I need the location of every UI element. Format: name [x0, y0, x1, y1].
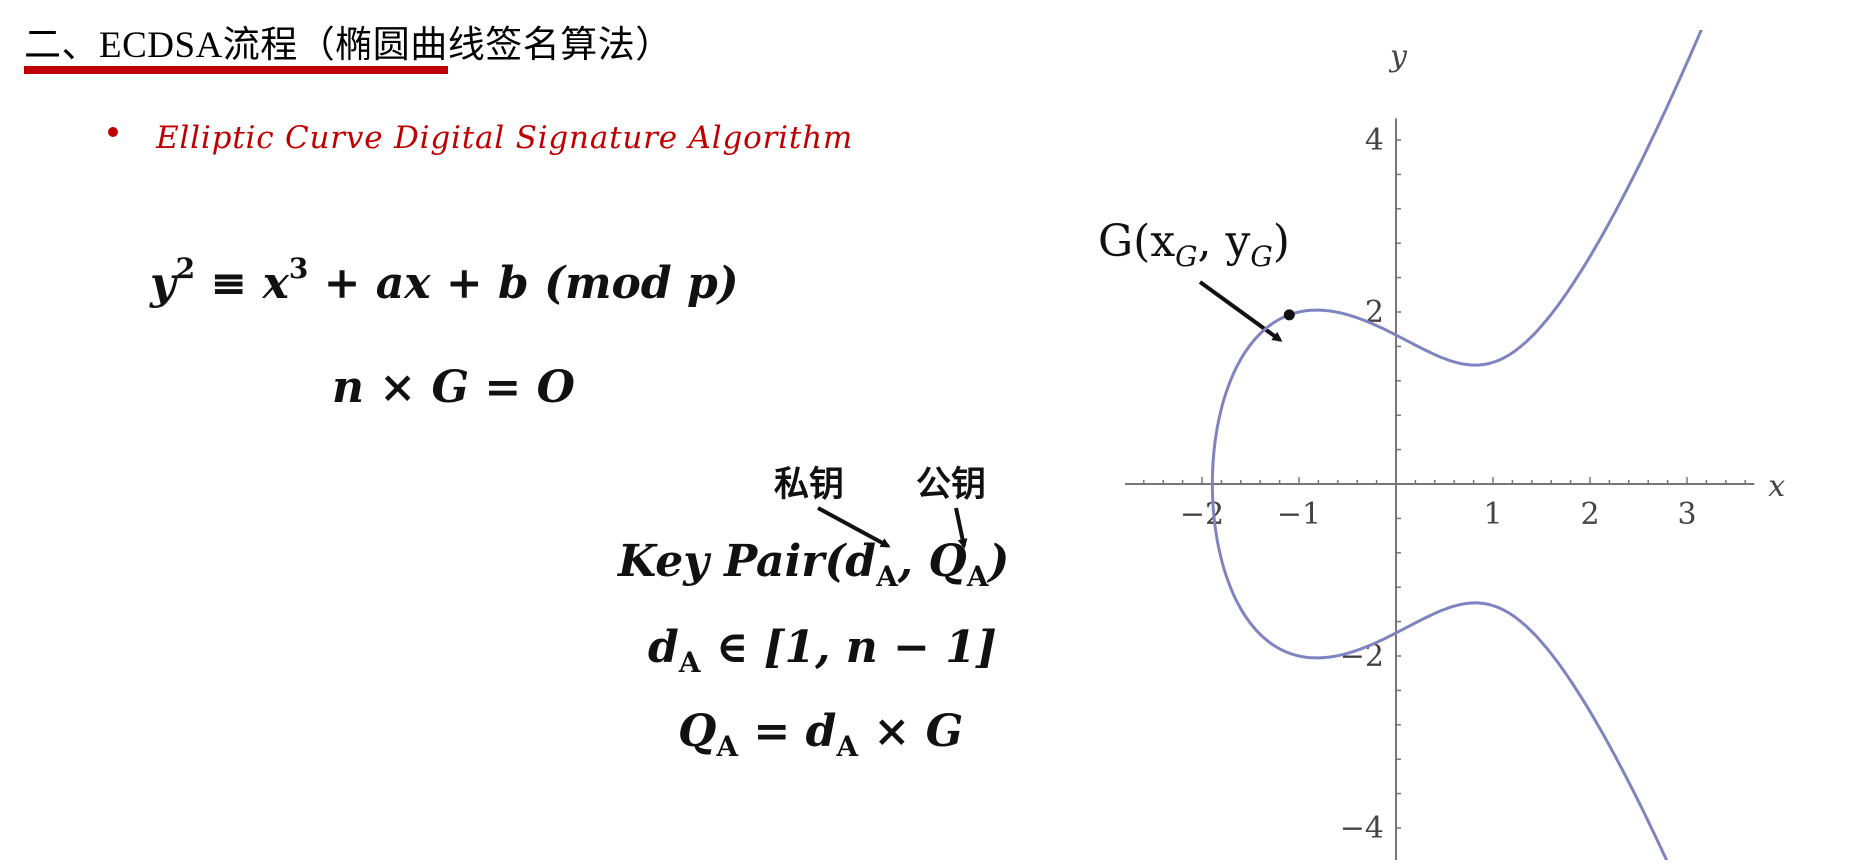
y-tick-label: 4: [1365, 123, 1384, 158]
point-g-mid: , y: [1198, 216, 1251, 267]
elliptic-curve-line: [1212, 30, 1706, 860]
point-g-end: ): [1273, 216, 1290, 267]
y-tick-label: −4: [1340, 811, 1384, 846]
x-axis-label: x: [1768, 469, 1785, 504]
point-g-marker: [1284, 309, 1295, 320]
point-g-sub1: G: [1175, 240, 1197, 273]
y-axis-label: y: [1388, 39, 1408, 74]
point-g-label: G(xG, yG): [1098, 216, 1290, 273]
public-key-arrow: [956, 508, 964, 546]
x-tick-label: −1: [1277, 497, 1321, 532]
x-tick-label: 3: [1677, 497, 1696, 532]
x-tick-label: −2: [1180, 497, 1224, 532]
elliptic-curve-plot: −2 −1 1 2 342−2−4 x y: [1060, 30, 1840, 860]
private-key-arrow: [818, 508, 888, 546]
point-g-base: G(x: [1098, 216, 1175, 267]
x-tick-label: 2: [1580, 497, 1599, 532]
point-g-sub2: G: [1250, 240, 1272, 273]
x-tick-label: 1: [1483, 497, 1502, 532]
y-tick-label: −2: [1340, 639, 1384, 674]
